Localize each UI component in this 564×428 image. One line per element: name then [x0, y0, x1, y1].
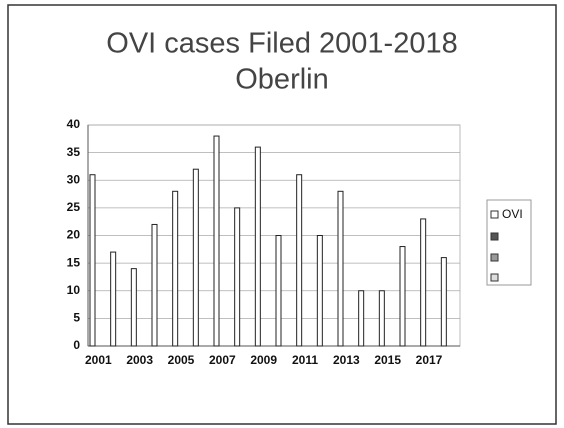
x-tick-label: 2013 — [333, 353, 360, 367]
y-tick-label: 10 — [67, 283, 81, 297]
bar — [399, 246, 406, 347]
x-tick-label: 2009 — [250, 353, 277, 367]
x-tick-label: 2015 — [374, 353, 401, 367]
x-tick-label: 2007 — [209, 353, 236, 367]
bar — [275, 235, 282, 347]
y-tick-label: 40 — [67, 117, 81, 131]
y-tick-label: 20 — [67, 228, 81, 242]
y-tick-label: 30 — [67, 172, 81, 186]
bar — [89, 174, 96, 347]
bar — [213, 135, 220, 347]
x-tick-label: 2003 — [126, 353, 153, 367]
bar — [151, 223, 158, 347]
bar — [192, 168, 199, 347]
bar — [337, 190, 344, 347]
bar — [172, 190, 179, 347]
bar — [110, 251, 117, 347]
x-tick-label: 2011 — [292, 353, 318, 367]
bar — [254, 146, 261, 347]
x-tick-label: 2017 — [416, 353, 443, 367]
chart-title: OVI cases Filed 2001-2018 — [106, 28, 457, 60]
x-tick-label: 2001 — [85, 353, 112, 367]
x-tick-label: 2005 — [168, 353, 195, 367]
bar — [440, 257, 447, 347]
y-tick-label: 15 — [67, 255, 81, 269]
y-tick-label: 35 — [67, 145, 81, 159]
y-tick-label: 0 — [73, 338, 80, 352]
bar — [378, 290, 385, 347]
y-tick-label: 5 — [73, 311, 80, 325]
bar — [316, 235, 323, 347]
legend-swatch — [490, 253, 499, 262]
legend-label: OVI — [502, 207, 523, 221]
y-tick-label: 25 — [67, 200, 81, 214]
legend-swatch — [490, 273, 499, 282]
chart-subtitle: Oberlin — [235, 64, 329, 96]
bar — [296, 174, 303, 347]
bar — [358, 290, 365, 347]
legend-swatch — [490, 232, 499, 241]
bar — [130, 268, 137, 347]
legend-swatch — [490, 210, 499, 219]
bar — [234, 207, 241, 347]
bar — [420, 218, 427, 347]
